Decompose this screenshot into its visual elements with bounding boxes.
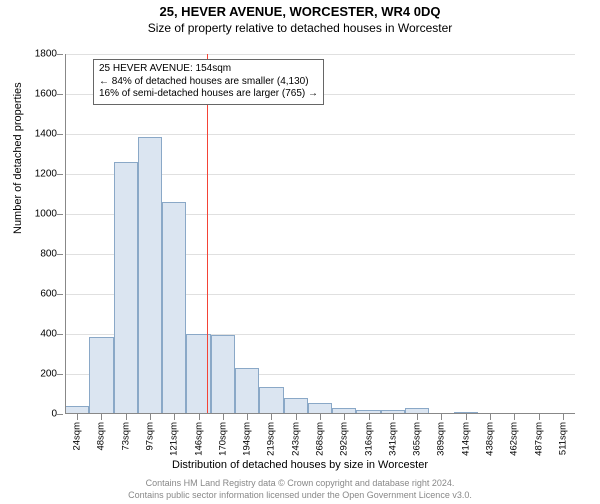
page-subtitle: Size of property relative to detached ho…: [0, 21, 600, 35]
info-box-line: 16% of semi-detached houses are larger (…: [99, 88, 318, 101]
x-tick-label: 341sqm: [387, 422, 398, 456]
x-tick-label: 24sqm: [72, 422, 83, 451]
y-tick-label: 200: [40, 369, 57, 380]
x-tick: [539, 414, 540, 420]
y-tick-label: 400: [40, 329, 57, 340]
x-axis-line: [65, 413, 575, 414]
y-tick: [57, 334, 63, 335]
x-tick: [296, 414, 297, 420]
y-tick: [57, 214, 63, 215]
y-tick: [57, 94, 63, 95]
footer-line-1: Contains HM Land Registry data © Crown c…: [0, 478, 600, 488]
x-tick: [393, 414, 394, 420]
x-tick-label: 73sqm: [120, 422, 131, 451]
reference-line: [207, 54, 208, 414]
x-tick: [199, 414, 200, 420]
page-title: 25, HEVER AVENUE, WORCESTER, WR4 0DQ: [0, 4, 600, 19]
x-tick-label: 219sqm: [266, 422, 277, 456]
y-tick: [57, 294, 63, 295]
histogram-bar: [89, 337, 113, 414]
histogram-bar: [284, 398, 308, 414]
x-tick: [490, 414, 491, 420]
x-tick: [466, 414, 467, 420]
x-tick-label: 511sqm: [557, 422, 568, 455]
x-tick: [369, 414, 370, 420]
x-tick: [247, 414, 248, 420]
y-tick-label: 1400: [35, 129, 57, 140]
x-tick: [126, 414, 127, 420]
y-tick-label: 600: [40, 289, 57, 300]
x-tick-label: 292sqm: [339, 422, 350, 456]
x-tick-label: 438sqm: [485, 422, 496, 456]
histogram-bar: [235, 368, 259, 414]
x-tick: [417, 414, 418, 420]
grid-line: [65, 54, 575, 55]
x-tick-label: 97sqm: [145, 422, 156, 451]
x-tick: [223, 414, 224, 420]
x-tick: [174, 414, 175, 420]
histogram-plot: 02004006008001000120014001600180024sqm48…: [65, 54, 575, 414]
x-tick: [77, 414, 78, 420]
footer-line-2: Contains public sector information licen…: [0, 490, 600, 500]
x-tick: [441, 414, 442, 420]
histogram-bar: [211, 335, 235, 414]
y-tick-label: 800: [40, 249, 57, 260]
x-tick-label: 462sqm: [509, 422, 520, 456]
x-tick-label: 316sqm: [363, 422, 374, 456]
x-tick: [563, 414, 564, 420]
x-tick-label: 170sqm: [217, 422, 228, 456]
x-tick-label: 487sqm: [533, 422, 544, 456]
grid-line: [65, 134, 575, 135]
x-axis-title: Distribution of detached houses by size …: [0, 459, 600, 471]
x-tick: [514, 414, 515, 420]
histogram-bar: [138, 137, 162, 414]
x-tick: [344, 414, 345, 420]
chart-area: 02004006008001000120014001600180024sqm48…: [65, 54, 575, 414]
x-tick-label: 243sqm: [290, 422, 301, 456]
histogram-bar: [162, 202, 186, 414]
y-tick: [57, 54, 63, 55]
x-tick-label: 146sqm: [193, 422, 204, 456]
x-tick-label: 365sqm: [412, 422, 423, 456]
x-tick-label: 121sqm: [169, 422, 180, 456]
histogram-bar: [259, 387, 283, 414]
y-tick-label: 1800: [35, 49, 57, 60]
y-tick-label: 1200: [35, 169, 57, 180]
x-tick-label: 414sqm: [460, 422, 471, 456]
x-tick-label: 389sqm: [436, 422, 447, 456]
y-tick: [57, 414, 63, 415]
x-tick-label: 194sqm: [242, 422, 253, 456]
x-tick-label: 48sqm: [96, 422, 107, 451]
histogram-bar: [114, 162, 138, 414]
x-tick: [101, 414, 102, 420]
y-tick-label: 0: [51, 409, 57, 420]
x-tick-label: 268sqm: [315, 422, 326, 456]
info-box: 25 HEVER AVENUE: 154sqm← 84% of detached…: [93, 59, 324, 105]
info-box-line: ← 84% of detached houses are smaller (4,…: [99, 76, 318, 89]
y-tick-label: 1000: [35, 209, 57, 220]
y-tick: [57, 374, 63, 375]
info-box-line: 25 HEVER AVENUE: 154sqm: [99, 63, 318, 76]
y-tick: [57, 174, 63, 175]
y-tick-label: 1600: [35, 89, 57, 100]
y-axis-title: Number of detached properties: [12, 82, 24, 234]
x-tick: [150, 414, 151, 420]
x-tick: [320, 414, 321, 420]
y-axis-line: [65, 54, 66, 414]
y-tick: [57, 254, 63, 255]
x-tick: [271, 414, 272, 420]
y-tick: [57, 134, 63, 135]
